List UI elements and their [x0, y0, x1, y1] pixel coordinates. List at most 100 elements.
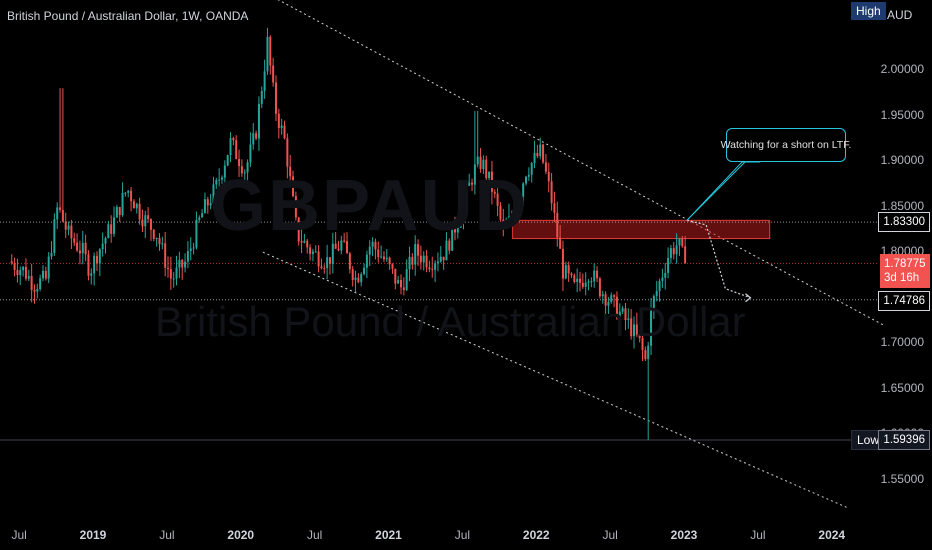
candle[interactable] — [365, 250, 368, 279]
candle[interactable] — [598, 276, 601, 299]
candle[interactable] — [525, 175, 528, 186]
candle[interactable] — [434, 260, 437, 282]
candle[interactable] — [41, 265, 44, 282]
candle[interactable] — [590, 277, 593, 288]
candle[interactable] — [192, 242, 195, 255]
supply-zone-rect[interactable] — [512, 219, 771, 240]
candle[interactable] — [320, 258, 323, 270]
candle[interactable] — [513, 211, 516, 220]
candle[interactable] — [601, 290, 604, 304]
candle[interactable] — [215, 177, 218, 189]
candle[interactable] — [47, 252, 50, 284]
candle[interactable] — [340, 235, 343, 255]
candle[interactable] — [292, 170, 295, 198]
candle[interactable] — [632, 316, 635, 349]
candle[interactable] — [337, 240, 340, 252]
candle[interactable] — [471, 178, 474, 192]
candle[interactable] — [431, 256, 434, 278]
candle[interactable] — [90, 268, 93, 285]
candle[interactable] — [223, 160, 226, 184]
candle[interactable] — [209, 193, 212, 210]
candle[interactable] — [351, 265, 354, 287]
candle[interactable] — [277, 108, 280, 139]
candle[interactable] — [144, 210, 147, 239]
candle[interactable] — [13, 257, 16, 277]
candle[interactable] — [311, 248, 314, 262]
candle[interactable] — [27, 269, 30, 282]
candle[interactable] — [570, 272, 573, 278]
candle[interactable] — [402, 277, 405, 296]
candle[interactable] — [169, 256, 172, 290]
candle[interactable] — [257, 96, 260, 151]
candle[interactable] — [124, 192, 127, 197]
candle[interactable] — [394, 268, 397, 290]
candle[interactable] — [218, 168, 221, 188]
candle[interactable] — [539, 137, 542, 160]
candle[interactable] — [164, 231, 167, 277]
candle[interactable] — [135, 202, 138, 214]
candle[interactable] — [212, 176, 215, 209]
candle[interactable] — [101, 232, 104, 257]
callout-note[interactable]: Watching for a short on LTF. — [721, 128, 851, 162]
candle[interactable] — [115, 204, 118, 218]
candle[interactable] — [530, 162, 533, 183]
candle[interactable] — [519, 193, 522, 212]
candle[interactable] — [496, 186, 499, 217]
candle[interactable] — [453, 216, 456, 241]
candle[interactable] — [669, 244, 672, 264]
candle[interactable] — [346, 232, 349, 254]
candle[interactable] — [240, 159, 243, 177]
candle[interactable] — [138, 197, 141, 225]
candle[interactable] — [527, 167, 530, 181]
candle[interactable] — [647, 341, 650, 440]
candle[interactable] — [547, 162, 550, 193]
candle[interactable] — [485, 155, 488, 190]
candle[interactable] — [581, 273, 584, 289]
candle[interactable] — [61, 88, 64, 223]
candle[interactable] — [334, 232, 337, 249]
candle[interactable] — [536, 144, 539, 159]
channel-lower-line[interactable] — [262, 251, 847, 508]
candle[interactable] — [130, 187, 133, 212]
candle[interactable] — [147, 207, 150, 223]
candle[interactable] — [206, 196, 209, 214]
candle[interactable] — [573, 273, 576, 284]
candle[interactable] — [391, 263, 394, 274]
candle[interactable] — [587, 279, 590, 291]
candle[interactable] — [684, 236, 687, 264]
candle[interactable] — [405, 259, 408, 292]
candle[interactable] — [235, 135, 238, 160]
candle[interactable] — [260, 86, 263, 108]
candle[interactable] — [229, 132, 232, 163]
low-button[interactable]: Low — [851, 430, 886, 450]
candle[interactable] — [459, 214, 462, 228]
candle[interactable] — [553, 191, 556, 223]
candle[interactable] — [175, 255, 178, 286]
candle[interactable] — [652, 294, 655, 319]
candle[interactable] — [664, 262, 667, 290]
candle[interactable] — [19, 266, 22, 286]
candle[interactable] — [439, 246, 442, 263]
candle[interactable] — [644, 346, 647, 362]
candle[interactable] — [610, 292, 613, 304]
candle[interactable] — [269, 35, 272, 75]
candle[interactable] — [184, 253, 187, 273]
candle[interactable] — [252, 123, 255, 150]
candle[interactable] — [354, 270, 357, 293]
candle[interactable] — [59, 88, 62, 213]
candle[interactable] — [385, 248, 388, 262]
candle[interactable] — [445, 232, 448, 261]
candle[interactable] — [70, 219, 73, 249]
candle[interactable] — [641, 333, 644, 362]
candle[interactable] — [584, 272, 587, 296]
candle[interactable] — [451, 223, 454, 251]
candle[interactable] — [306, 238, 309, 254]
candle[interactable] — [141, 209, 144, 233]
candle[interactable] — [627, 308, 630, 329]
candle[interactable] — [618, 303, 621, 324]
candle[interactable] — [93, 252, 96, 286]
candle[interactable] — [195, 211, 198, 250]
candle[interactable] — [468, 173, 471, 186]
candle[interactable] — [53, 213, 56, 256]
